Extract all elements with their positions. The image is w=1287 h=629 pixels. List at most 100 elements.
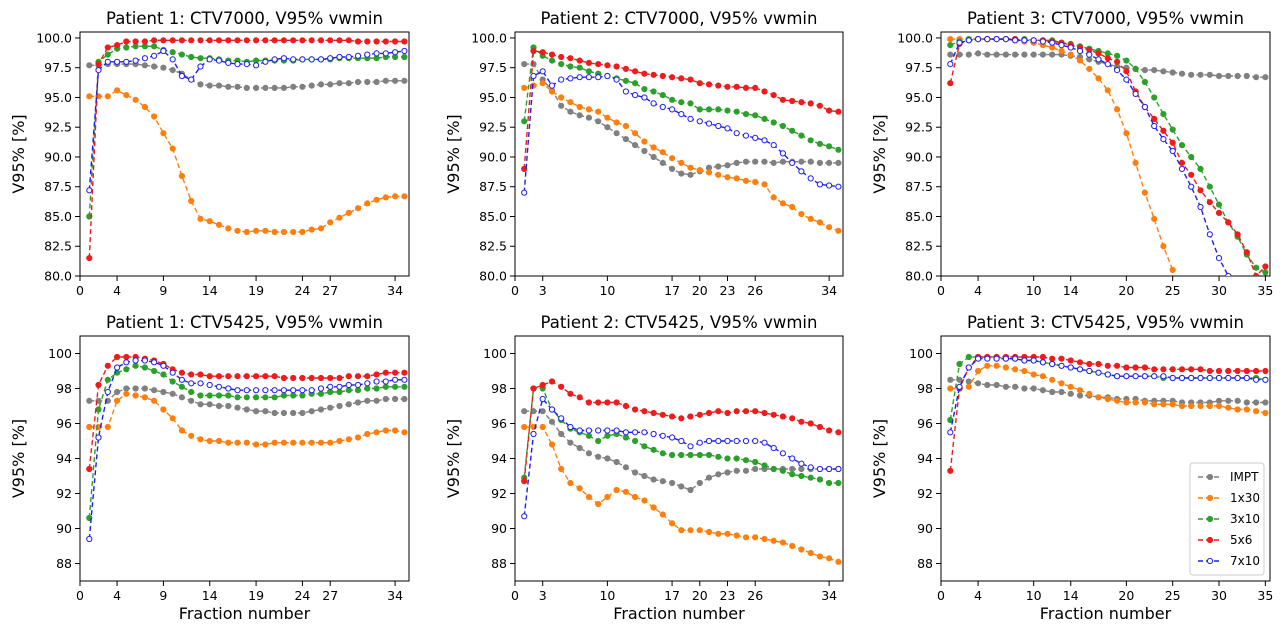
data-point — [161, 38, 166, 43]
data-point — [383, 370, 388, 375]
data-point — [688, 414, 693, 419]
data-point — [1142, 374, 1147, 379]
data-point — [586, 60, 591, 65]
data-point — [531, 431, 536, 436]
data-point — [522, 479, 527, 484]
data-point — [1142, 68, 1147, 73]
data-point — [1133, 91, 1138, 96]
data-point — [105, 52, 110, 57]
data-point — [697, 412, 702, 417]
data-point — [124, 59, 129, 64]
data-point — [318, 407, 323, 412]
data-point — [1096, 395, 1101, 400]
data-point — [743, 535, 748, 540]
data-point — [1152, 216, 1157, 221]
data-point — [966, 365, 971, 370]
data-point — [1013, 356, 1018, 361]
data-point — [235, 374, 240, 379]
data-point — [1133, 400, 1138, 405]
data-point — [1115, 53, 1120, 58]
data-point — [799, 212, 804, 217]
data-point — [994, 382, 999, 387]
data-point — [393, 396, 398, 401]
data-point — [105, 59, 110, 64]
data-point — [189, 433, 194, 438]
y-tick-label: 94 — [491, 451, 507, 466]
data-point — [309, 83, 314, 88]
data-point — [948, 43, 953, 48]
data-point — [291, 388, 296, 393]
data-point — [216, 83, 221, 88]
data-point — [1040, 39, 1045, 44]
data-point — [291, 38, 296, 43]
data-point — [1096, 51, 1101, 56]
data-point — [1050, 389, 1055, 394]
plot-frame — [80, 336, 409, 581]
data-point — [1077, 388, 1082, 393]
data-point — [207, 393, 212, 398]
data-point — [1115, 59, 1120, 64]
data-point — [244, 62, 249, 67]
plot-area — [948, 37, 1268, 279]
data-point — [1022, 52, 1027, 57]
x-tick-label: 4 — [974, 588, 982, 603]
data-point — [1087, 66, 1092, 71]
data-point — [355, 79, 360, 84]
series-line-1x30 — [950, 39, 1172, 270]
data-point — [679, 171, 684, 176]
y-axis-label: V95% [%] — [444, 419, 463, 498]
data-point — [633, 69, 638, 74]
data-point — [142, 386, 147, 391]
data-point — [365, 374, 370, 379]
data-point — [1068, 45, 1073, 50]
data-point — [1031, 386, 1036, 391]
data-point — [966, 384, 971, 389]
data-point — [1263, 368, 1268, 373]
data-point — [1077, 393, 1082, 398]
data-point — [1170, 375, 1175, 380]
data-point — [577, 395, 582, 400]
data-point — [393, 428, 398, 433]
data-point — [836, 228, 841, 233]
data-point — [614, 459, 619, 464]
data-point — [1003, 52, 1008, 57]
data-point — [1031, 372, 1036, 377]
data-point — [1050, 361, 1055, 366]
data-point — [198, 437, 203, 442]
data-point — [743, 458, 748, 463]
data-point — [817, 220, 822, 225]
plot-area — [87, 38, 407, 261]
data-point — [198, 381, 203, 386]
data-point — [1152, 123, 1157, 128]
chart-panel-2: Patient 2: CTV7000, V95% vwmin80.082.585… — [444, 9, 843, 298]
data-point — [383, 396, 388, 401]
data-point — [1235, 407, 1240, 412]
data-point — [799, 547, 804, 552]
data-point — [596, 400, 601, 405]
data-point — [105, 363, 110, 368]
data-point — [957, 52, 962, 57]
data-point — [189, 198, 194, 203]
data-point — [179, 377, 184, 382]
data-point — [365, 201, 370, 206]
data-point — [309, 227, 314, 232]
data-point — [836, 559, 841, 564]
data-point — [115, 398, 120, 403]
data-point — [161, 363, 166, 368]
data-point — [189, 372, 194, 377]
data-point — [189, 389, 194, 394]
data-point — [679, 100, 684, 105]
data-point — [1179, 403, 1184, 408]
data-point — [1207, 403, 1212, 408]
data-point — [152, 368, 157, 373]
data-point — [374, 51, 379, 56]
data-point — [568, 391, 573, 396]
data-point — [235, 388, 240, 393]
data-point — [808, 216, 813, 221]
data-point — [189, 398, 194, 403]
data-point — [254, 442, 259, 447]
data-point — [374, 379, 379, 384]
y-tick-label: 90.0 — [44, 149, 72, 164]
data-point — [318, 440, 323, 445]
